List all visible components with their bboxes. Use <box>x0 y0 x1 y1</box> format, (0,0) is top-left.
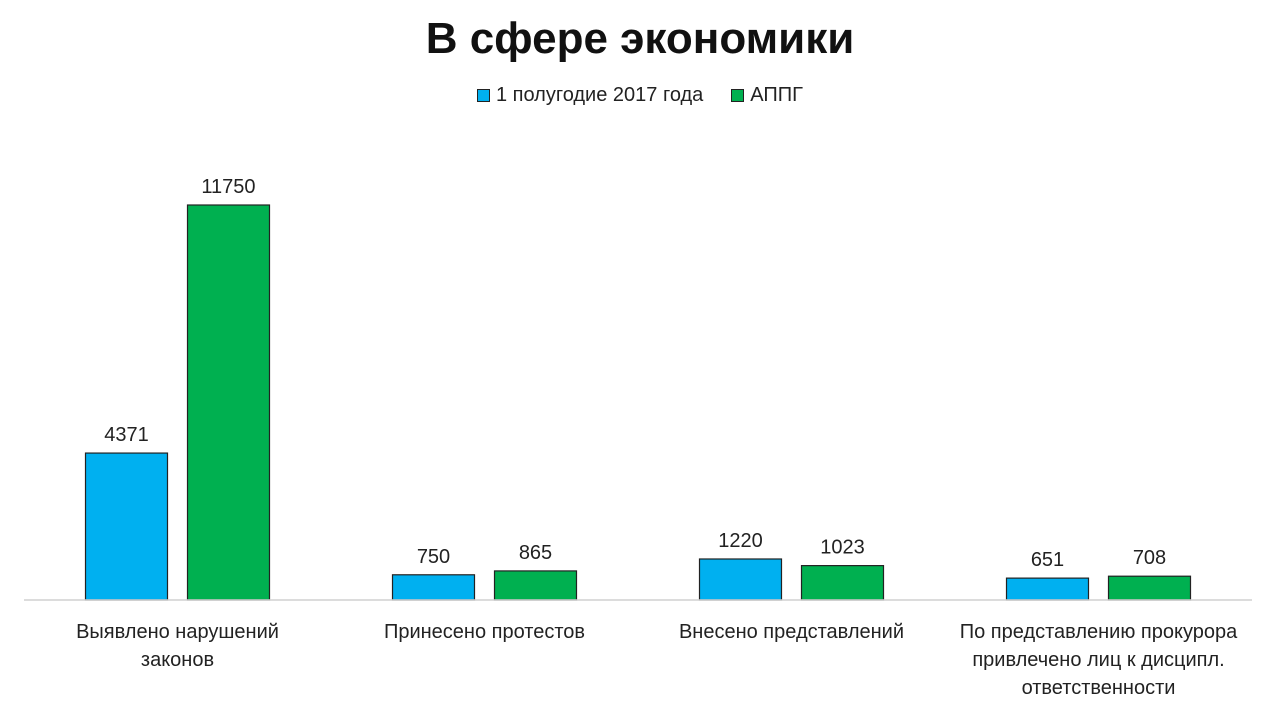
data-label-series-1-cat-4: 651 <box>1031 549 1064 571</box>
category-label-line: По представлению прокурора <box>960 621 1238 643</box>
bar-series-2-cat-3 <box>800 565 885 601</box>
bar-series-2-cat-4 <box>1107 575 1192 601</box>
legend-swatch-series-2 <box>731 89 745 102</box>
bar-series-2-cat-2 <box>493 570 578 601</box>
legend-item-series-1: 1 полугодие 2017 года <box>476 84 704 107</box>
bar-series-1-cat-3 <box>698 558 783 601</box>
bar-series-1-cat-2 <box>391 574 476 601</box>
category-label-3: Внесено представлений <box>679 621 904 643</box>
data-label-series-2-cat-3: 1023 <box>820 537 865 559</box>
data-label-series-2-cat-1: 11750 <box>201 176 255 198</box>
data-label-series-1-cat-1: 4371 <box>104 424 149 446</box>
category-label-1: Выявлено нарушений законов <box>76 621 279 671</box>
legend-swatch-series-1 <box>476 89 490 102</box>
category-label-4: По представлению прокурора привлечено лиц… <box>960 621 1238 699</box>
legend-item-series-2: АППГ <box>731 84 803 107</box>
category-label-line: Принесено протестов <box>384 621 585 643</box>
category-label-line: законов <box>141 649 214 671</box>
category-label-line: Выявлено нарушений <box>76 621 279 643</box>
bar-series-1-cat-1 <box>84 452 169 601</box>
data-label-series-1-cat-2: 750 <box>417 546 450 568</box>
legend-label-series-2: АППГ <box>750 84 803 106</box>
bar-series-1-cat-4 <box>1005 577 1090 601</box>
bar-series-2-cat-1 <box>186 204 271 601</box>
category-label-line: привлечено лиц к дисципл. <box>972 649 1224 671</box>
legend-label-series-1: 1 полугодие 2017 года <box>495 84 704 106</box>
data-label-series-2-cat-4: 708 <box>1133 547 1166 569</box>
category-label-line: Внесено представлений <box>679 621 904 643</box>
chart-legend: 1 полугодие 2017 года АППГ <box>0 84 1280 107</box>
category-label-2: Принесено протестов <box>384 621 585 643</box>
data-label-series-1-cat-3: 1220 <box>718 530 763 552</box>
chart-title: В сфере экономики <box>425 14 855 63</box>
category-label-line: ответственности <box>1022 677 1176 699</box>
data-label-series-2-cat-2: 865 <box>519 542 552 564</box>
